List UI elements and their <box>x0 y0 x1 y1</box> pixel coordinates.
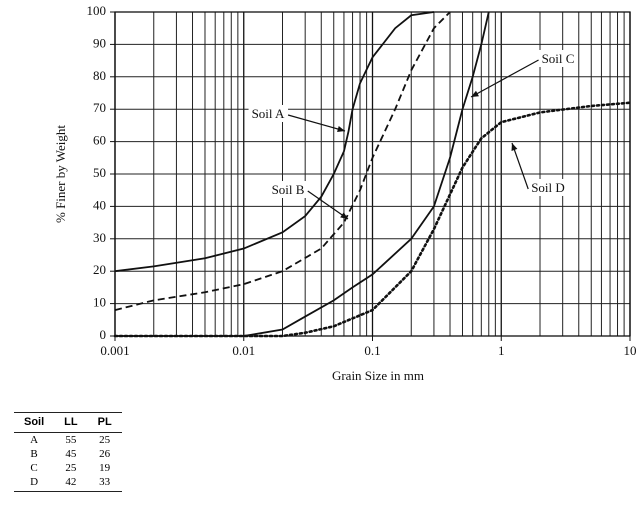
y-tick-label: 40 <box>93 197 106 212</box>
y-tick-label: 10 <box>93 295 106 310</box>
annotation-bg <box>248 104 289 122</box>
y-tick-label: 20 <box>93 262 106 277</box>
table-cell: B <box>30 448 38 460</box>
table-cell: 45 <box>65 448 77 460</box>
table-cell: 55 <box>65 434 77 446</box>
x-tick-label: 0.01 <box>232 343 255 358</box>
y-axis-label: % Finer by Weight <box>53 125 68 223</box>
series-line <box>113 101 632 338</box>
table-header-cell: PL <box>87 412 122 433</box>
arrow-head <box>511 143 518 151</box>
x-tick-label: 0.1 <box>364 343 380 358</box>
chart: Grain Size in mm % Finer by Weight 0.001… <box>53 3 637 383</box>
y-tick-label: 80 <box>93 68 106 83</box>
table-cell: 19 <box>99 462 111 474</box>
y-tick-label: 100 <box>87 3 107 18</box>
annotation-arrow <box>470 59 539 98</box>
table-cell: C <box>30 462 38 474</box>
table-cell: 25 <box>99 434 111 446</box>
y-tick-label: 60 <box>93 133 106 148</box>
series-annotation: Soil B <box>272 182 305 197</box>
annotation-arrow <box>307 190 349 220</box>
y-tick-label: 30 <box>93 230 106 245</box>
series-annotation: Soil D <box>531 180 565 195</box>
table-cell: 26 <box>99 448 111 460</box>
annotation-bg <box>268 180 308 198</box>
arrow-head <box>337 126 345 133</box>
table-row: D 42 33 <box>14 475 122 492</box>
table-header: Soil LL PL <box>14 412 122 433</box>
table-cell: D <box>14 475 55 492</box>
y-tick-label: 50 <box>93 165 106 180</box>
table-cell: 42 <box>54 475 88 492</box>
table-row: C 25 19 <box>14 461 122 475</box>
annotation-bg <box>538 49 578 67</box>
table-header-cell: LL <box>54 412 88 433</box>
table-body: A 55 25 B 45 26 C 25 19 D 42 33 <box>14 433 122 492</box>
y-tick-label: 70 <box>93 100 106 115</box>
series-line <box>115 11 490 337</box>
annotation-arrow <box>511 142 529 190</box>
table-cell: 25 <box>65 462 77 474</box>
annotation-arrow <box>287 114 346 132</box>
plot-frame <box>114 11 631 337</box>
annotation-bg <box>528 178 568 196</box>
y-tick-label: 90 <box>93 35 106 50</box>
x-tick-label: 1 <box>498 343 505 358</box>
x-tick-label: 0.001 <box>100 343 129 358</box>
x-tick-label: 10 <box>624 343 637 358</box>
table-header-cell: Soil <box>14 412 55 433</box>
table-row: A 55 25 <box>14 433 122 448</box>
table-cell: 33 <box>87 475 122 492</box>
table-cell: A <box>30 434 39 446</box>
arrow-head <box>471 90 479 97</box>
soil-table: Soil LL PL A 55 25 B 45 26 C 25 19 D 42 33 <box>14 412 122 492</box>
y-tick-label: 0 <box>100 327 107 342</box>
series-line <box>114 11 435 273</box>
series-annotation: Soil A <box>252 106 285 121</box>
x-axis-label: Grain Size in mm <box>332 368 424 383</box>
arrow-head <box>340 212 348 219</box>
table-row: B 45 26 <box>14 447 122 461</box>
series-annotation: Soil C <box>542 51 575 66</box>
series-line <box>114 11 451 311</box>
